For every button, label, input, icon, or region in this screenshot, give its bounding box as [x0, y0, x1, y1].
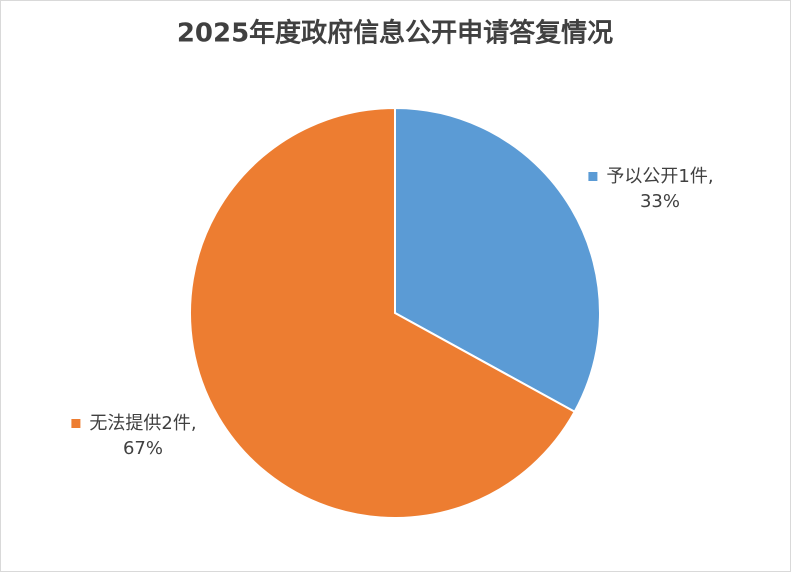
data-label: 予以公开1件, [606, 166, 713, 187]
label-category: 予以公开1件 [606, 166, 707, 187]
label-category: 无法提供2件 [89, 413, 190, 434]
label-marker [71, 419, 81, 428]
label-separator: , [708, 166, 714, 187]
pie-slice [189, 106, 577, 519]
data-label: 无法提供2件, [89, 413, 196, 434]
data-label-value: 67% [123, 438, 163, 459]
label-marker [588, 172, 598, 181]
pie-slice [394, 106, 601, 414]
label-separator: , [191, 413, 197, 434]
chart-title: 2025年度政府信息公开申请答复情况 [177, 18, 613, 49]
data-label-value: 33% [640, 191, 680, 212]
